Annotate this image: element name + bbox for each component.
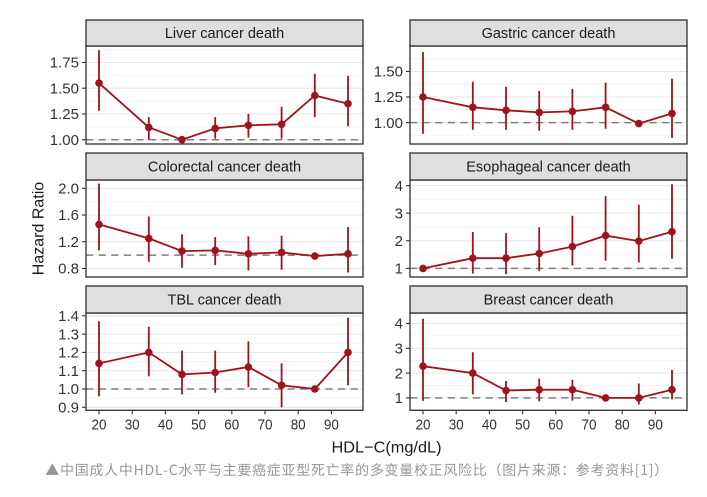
svg-text:Esophageal cancer death: Esophageal cancer death: [466, 160, 630, 176]
svg-text:1.2: 1.2: [58, 345, 79, 362]
svg-text:4: 4: [395, 178, 403, 195]
svg-text:1.75: 1.75: [50, 55, 79, 72]
svg-text:60: 60: [224, 417, 239, 434]
svg-text:Breast cancer death: Breast cancer death: [484, 293, 614, 309]
svg-text:3: 3: [395, 205, 403, 222]
svg-text:40: 40: [158, 417, 173, 434]
svg-text:1.25: 1.25: [374, 89, 403, 106]
svg-text:1.1: 1.1: [58, 363, 79, 380]
svg-text:1.4: 1.4: [58, 308, 79, 325]
svg-text:Colorectal cancer death: Colorectal cancer death: [148, 160, 301, 176]
svg-text:Liver cancer death: Liver cancer death: [165, 26, 284, 42]
svg-text:90: 90: [324, 417, 339, 434]
svg-text:1.6: 1.6: [58, 207, 79, 224]
svg-text:Gastric cancer death: Gastric cancer death: [482, 26, 616, 42]
svg-text:HDL−C(mg/dL): HDL−C(mg/dL): [332, 440, 442, 457]
svg-text:1.2: 1.2: [58, 234, 79, 251]
svg-text:0.9: 0.9: [58, 400, 79, 417]
svg-text:80: 80: [291, 417, 306, 434]
svg-text:1.50: 1.50: [374, 64, 403, 81]
svg-text:50: 50: [515, 417, 530, 434]
svg-text:70: 70: [582, 417, 597, 434]
svg-text:1.50: 1.50: [50, 80, 79, 97]
svg-text:30: 30: [125, 417, 140, 434]
svg-text:90: 90: [648, 417, 663, 434]
svg-text:4: 4: [395, 316, 403, 333]
svg-text:1.00: 1.00: [374, 115, 403, 132]
svg-text:1.0: 1.0: [58, 381, 79, 398]
svg-text:70: 70: [258, 417, 273, 434]
svg-text:TBL cancer death: TBL cancer death: [168, 293, 282, 309]
svg-text:50: 50: [191, 417, 206, 434]
svg-text:0.8: 0.8: [58, 261, 79, 278]
svg-text:20: 20: [92, 417, 107, 434]
svg-text:30: 30: [449, 417, 464, 434]
svg-text:1: 1: [395, 390, 403, 407]
svg-text:1: 1: [395, 261, 403, 278]
svg-text:1.25: 1.25: [50, 106, 79, 123]
svg-text:1.00: 1.00: [50, 132, 79, 149]
svg-text:2: 2: [395, 233, 403, 250]
svg-text:80: 80: [615, 417, 630, 434]
svg-text:60: 60: [548, 417, 563, 434]
svg-text:Hazard Ratio: Hazard Ratio: [31, 182, 48, 275]
svg-text:2: 2: [395, 365, 403, 382]
svg-text:3: 3: [395, 341, 403, 358]
svg-text:1.3: 1.3: [58, 326, 79, 343]
svg-text:40: 40: [482, 417, 497, 434]
svg-text:20: 20: [416, 417, 431, 434]
svg-text:2.0: 2.0: [58, 181, 79, 198]
